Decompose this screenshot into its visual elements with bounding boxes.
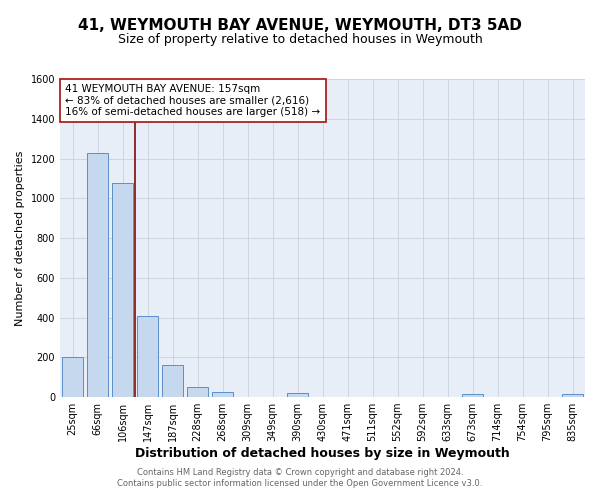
Bar — [137, 316, 158, 397]
Text: Contains HM Land Registry data © Crown copyright and database right 2024.
Contai: Contains HM Land Registry data © Crown c… — [118, 468, 482, 487]
Bar — [212, 392, 233, 397]
Text: 41 WEYMOUTH BAY AVENUE: 157sqm
← 83% of detached houses are smaller (2,616)
16% : 41 WEYMOUTH BAY AVENUE: 157sqm ← 83% of … — [65, 84, 320, 117]
Text: 41, WEYMOUTH BAY AVENUE, WEYMOUTH, DT3 5AD: 41, WEYMOUTH BAY AVENUE, WEYMOUTH, DT3 5… — [78, 18, 522, 32]
Bar — [112, 184, 133, 397]
Bar — [62, 358, 83, 397]
Bar — [287, 392, 308, 397]
Y-axis label: Number of detached properties: Number of detached properties — [15, 150, 25, 326]
Bar — [462, 394, 483, 397]
Bar — [87, 152, 108, 397]
Bar — [162, 366, 183, 397]
Bar — [187, 386, 208, 397]
Text: Size of property relative to detached houses in Weymouth: Size of property relative to detached ho… — [118, 32, 482, 46]
Bar — [562, 394, 583, 397]
X-axis label: Distribution of detached houses by size in Weymouth: Distribution of detached houses by size … — [135, 447, 510, 460]
